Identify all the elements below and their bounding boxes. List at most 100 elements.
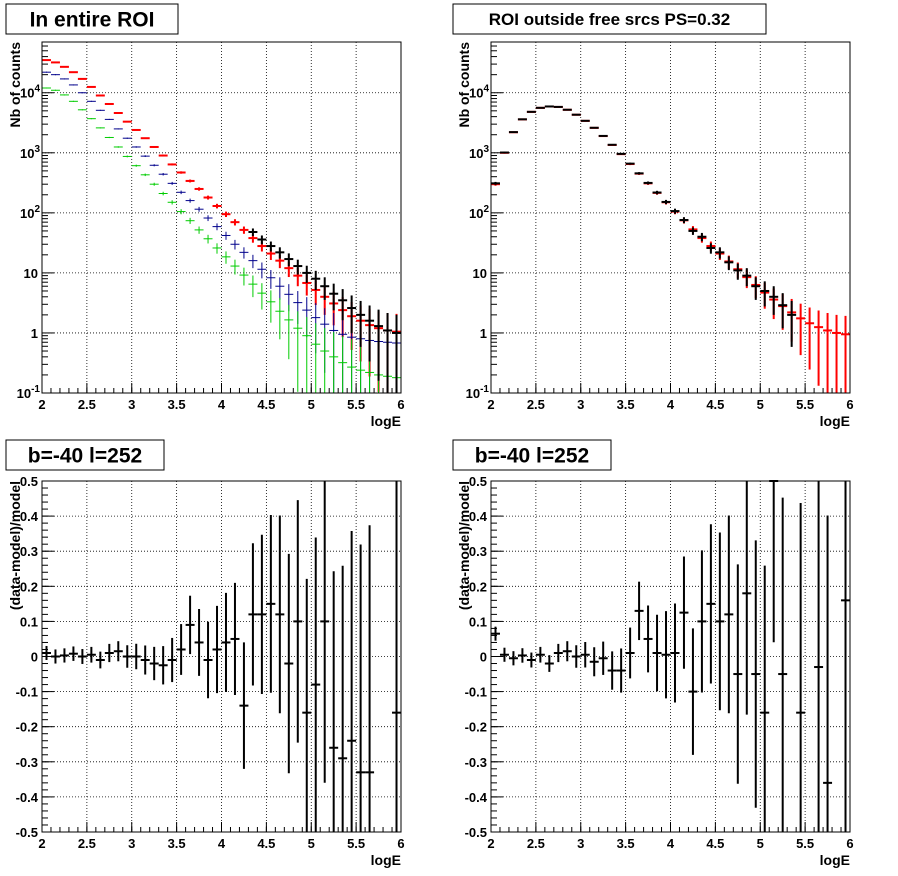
data-point — [203, 195, 213, 200]
data-point — [526, 652, 536, 668]
y-tick-label: 104 — [469, 84, 489, 101]
chart-title: In entire ROI — [30, 9, 155, 32]
data-point — [248, 543, 258, 686]
x-tick-label: 2 — [487, 836, 494, 851]
data-point — [275, 298, 285, 340]
data-point — [841, 481, 850, 832]
data-point — [562, 641, 572, 662]
plot-area — [42, 481, 401, 832]
data-point — [239, 642, 249, 769]
data-point — [544, 105, 554, 108]
data-point — [796, 502, 806, 832]
chart-panel-4: 2 2.5 3 3.5 4 4.5 5 5.5 6 -0.5 -0.4 -0.3 -0.2 -0.1 0 0.… — [452, 439, 854, 868]
data-point — [517, 118, 527, 121]
data-point — [257, 235, 267, 245]
data-point — [284, 253, 294, 267]
data-point — [185, 595, 195, 655]
data-point — [131, 146, 141, 148]
plot-frame — [490, 480, 851, 833]
data-point — [266, 290, 276, 323]
data-point — [302, 578, 312, 832]
data-point — [167, 163, 177, 166]
y-tick-label: 102 — [469, 204, 489, 221]
data-point — [113, 128, 123, 130]
data-point — [77, 109, 87, 111]
data-point — [733, 263, 743, 280]
data-point — [248, 228, 258, 237]
data-point — [230, 219, 240, 226]
data-point — [706, 243, 716, 254]
series-4 — [248, 228, 401, 393]
data-point — [338, 336, 348, 393]
x-tick-label: 2.5 — [527, 397, 545, 412]
data-point — [634, 172, 644, 175]
data-point — [284, 304, 294, 360]
data-point — [149, 182, 159, 186]
data-point — [140, 173, 150, 177]
data-point — [86, 118, 96, 120]
x-tick-label: 4.5 — [257, 397, 275, 412]
plot-area — [491, 481, 850, 832]
y-tick-label: 1 — [31, 326, 38, 341]
data-point — [508, 131, 518, 134]
x-axis-label: logE — [371, 852, 401, 868]
data-point — [68, 84, 78, 86]
data-point — [158, 191, 168, 196]
x-axis-label: logE — [820, 852, 850, 868]
data-point — [50, 649, 60, 664]
y-tick-label: -0.1 — [16, 685, 38, 700]
x-tick-label: 5 — [757, 397, 764, 412]
data-point — [140, 137, 150, 140]
x-tick-label: 3.5 — [617, 836, 635, 851]
data-point — [266, 269, 276, 289]
data-point — [526, 110, 536, 113]
data-point — [706, 524, 716, 684]
data-point — [778, 293, 788, 329]
data-point — [347, 339, 357, 393]
data-point — [338, 289, 348, 321]
data-point — [167, 637, 177, 683]
data-point — [131, 643, 141, 670]
data-point — [257, 283, 267, 310]
data-point — [329, 332, 339, 393]
x-tick-label: 2 — [38, 836, 45, 851]
data-point — [724, 256, 734, 271]
data-point — [356, 300, 366, 347]
data-point — [598, 641, 608, 675]
data-point — [122, 155, 132, 158]
data-point — [42, 71, 51, 73]
data-point — [140, 155, 150, 158]
data-point — [176, 209, 186, 215]
data-point — [140, 645, 150, 675]
data-point — [517, 648, 527, 663]
x-axis-label: logE — [371, 413, 401, 429]
x-tick-label: 5.5 — [796, 397, 814, 412]
chart-panel-2: 2 2.5 3 3.5 4 4.5 5 5.5 6 10-1 1 10 102 103 104 logE Nb … — [452, 3, 854, 429]
data-point — [805, 307, 815, 370]
data-point — [266, 241, 276, 252]
data-point — [544, 655, 554, 672]
data-point — [625, 627, 635, 679]
data-point — [203, 621, 213, 699]
data-point — [293, 259, 303, 275]
data-point — [275, 277, 285, 300]
data-point — [203, 215, 213, 222]
y-tick-label: -0.3 — [16, 755, 38, 770]
data-point — [239, 247, 249, 259]
x-tick-label: 2.5 — [78, 397, 96, 412]
data-point — [42, 59, 51, 62]
data-point — [760, 565, 770, 832]
data-point — [715, 532, 725, 711]
data-point — [212, 243, 222, 254]
data-point — [95, 109, 105, 111]
data-point — [491, 626, 500, 641]
x-tick-label: 5 — [757, 836, 764, 851]
y-tick-label: 103 — [469, 144, 489, 161]
x-tick-label: 5.5 — [347, 397, 365, 412]
data-point — [194, 608, 204, 676]
data-point — [167, 181, 177, 185]
data-point — [185, 198, 195, 203]
data-point — [248, 275, 258, 298]
y-tick-label: 0.5 — [469, 474, 487, 489]
data-point — [383, 313, 393, 393]
